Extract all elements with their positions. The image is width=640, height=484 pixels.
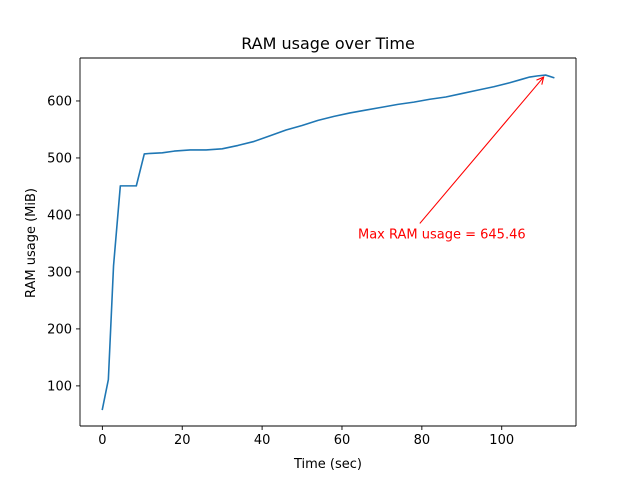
y-tick-label: 100 <box>47 379 72 394</box>
x-tick-label: 60 <box>334 433 351 448</box>
annotation-arrow-line <box>419 76 545 224</box>
x-tick-label: 40 <box>254 433 271 448</box>
y-tick-label: 600 <box>47 94 72 109</box>
x-tick-label: 20 <box>174 433 191 448</box>
y-tick-label: 500 <box>47 151 72 166</box>
x-tick-label: 0 <box>98 433 106 448</box>
series-line-0 <box>101 74 555 411</box>
y-tick-label: 300 <box>47 265 72 280</box>
annotation-arrow-head <box>536 76 545 85</box>
chart-title: RAM usage over Time <box>241 34 415 53</box>
y-tick-label: 200 <box>47 322 72 337</box>
y-tick-label: 400 <box>47 208 72 223</box>
annotation-text: Max RAM usage = 645.46 <box>358 227 526 242</box>
x-tick-label: 80 <box>414 433 431 448</box>
plot-area: 0 20 40 60 80 100 100 200 300 400 500 600 Max RAM us… <box>47 57 577 448</box>
y-axis-label: RAM usage (MiB) <box>24 188 39 298</box>
x-axis-label: Time (sec) <box>293 457 362 472</box>
x-tick-label: 100 <box>489 433 514 448</box>
